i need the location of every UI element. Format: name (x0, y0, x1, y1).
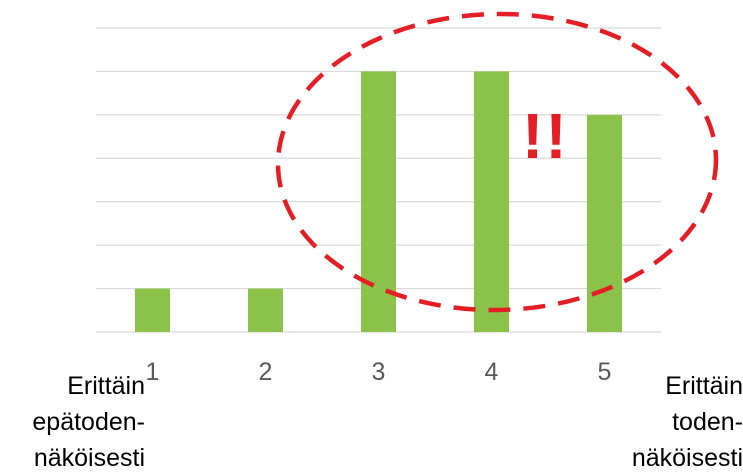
axis-right-label: Erittäin toden- näköisesti (595, 368, 743, 476)
axis-right-label-line3: näköisesti (631, 444, 743, 472)
x-tick-label-3: 3 (371, 358, 386, 386)
axis-left-label-line1: Erittäin (67, 372, 145, 400)
exclamation-annotation: !! (522, 100, 569, 172)
bar-5 (587, 114, 622, 332)
x-tick-label-4: 4 (484, 358, 499, 386)
x-tick-label-1: 1 (145, 358, 160, 386)
x-tick-label-2: 2 (258, 358, 273, 386)
axis-left-label-line3: näköisesti (33, 444, 145, 472)
bar-4 (474, 71, 509, 332)
bar-3 (361, 71, 396, 332)
bar-2 (248, 288, 283, 332)
highlight-ellipse (275, 11, 719, 313)
axis-right-label-line2: toden- (672, 408, 743, 436)
x-tick-label-5: 5 (597, 358, 612, 386)
axis-left-label-line2: epätoden- (32, 408, 145, 436)
axis-left-label: Erittäin epätoden- näköisesti (0, 368, 145, 476)
bar-1 (135, 288, 170, 332)
bars (135, 71, 622, 332)
axis-right-label-line1: Erittäin (665, 372, 743, 400)
